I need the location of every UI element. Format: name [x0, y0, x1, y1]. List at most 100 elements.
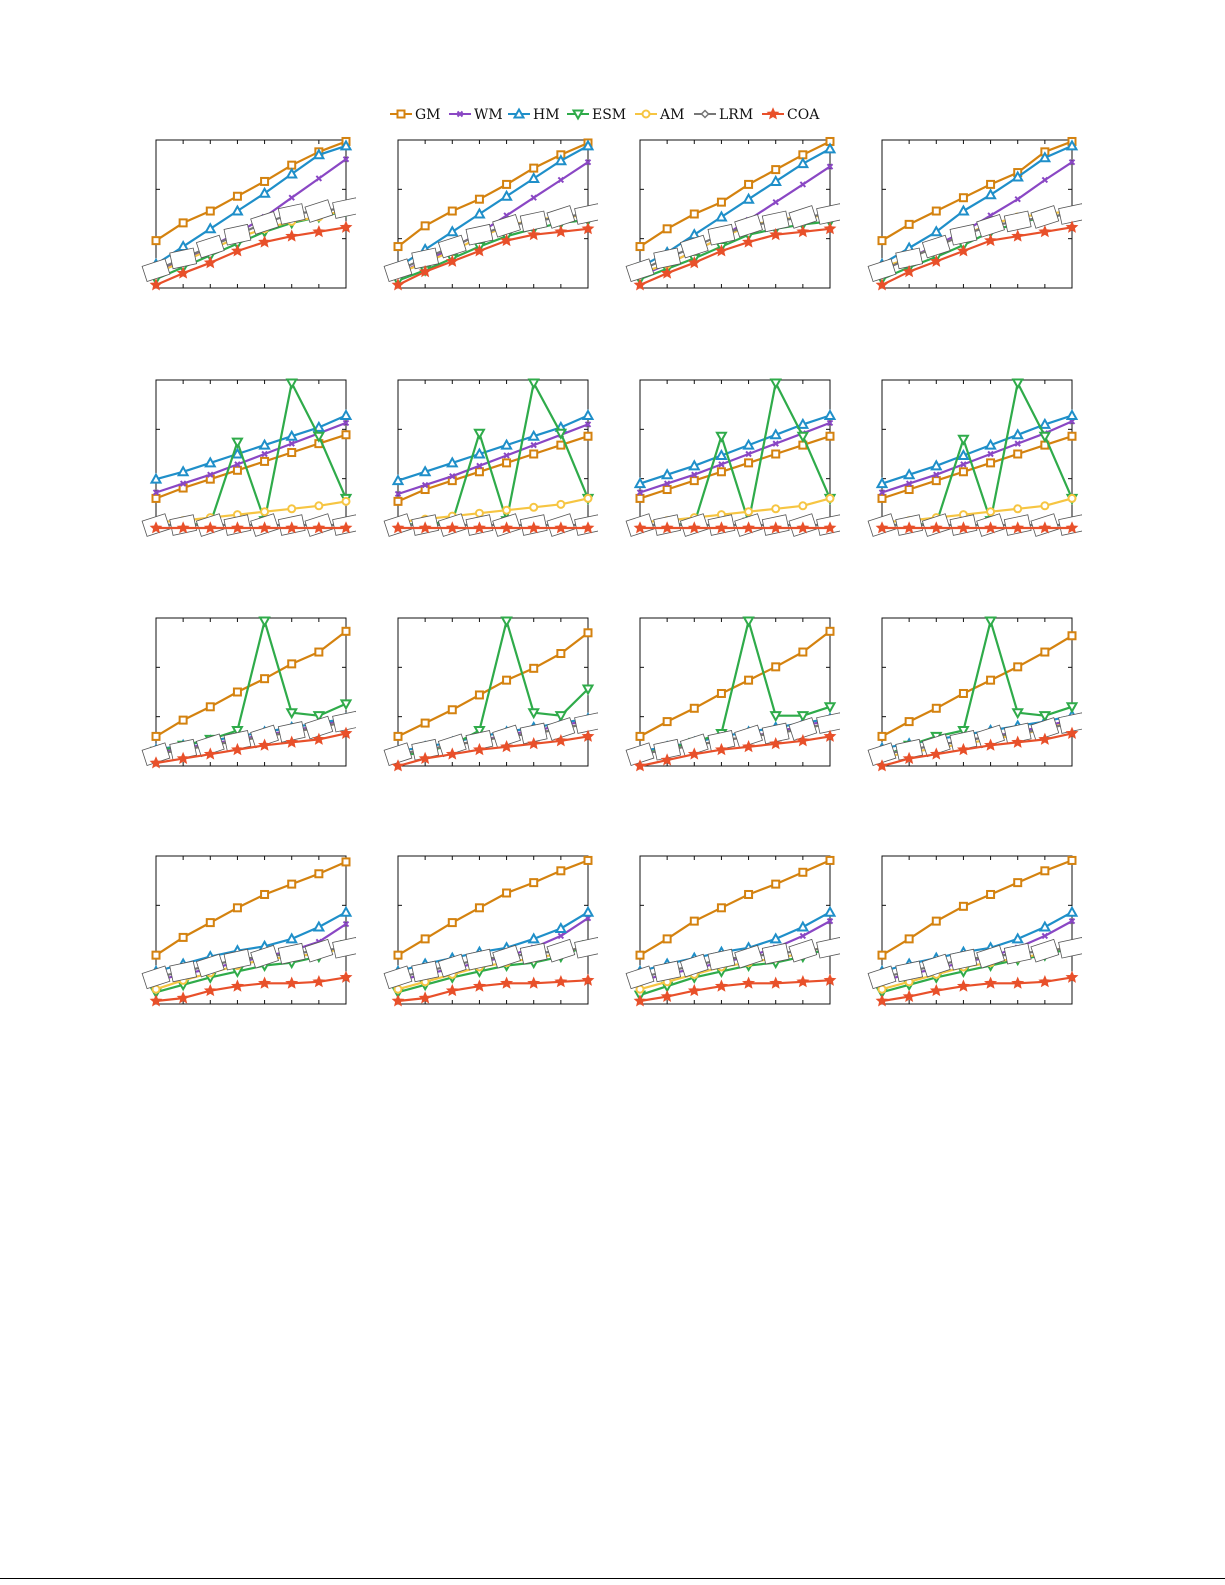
series-point-esm [1065, 702, 1079, 714]
series-coa [875, 220, 1079, 291]
series-point-gm [151, 236, 161, 246]
series-point-wm [663, 480, 671, 487]
series-lrm [383, 712, 602, 766]
series-point-esm [312, 711, 326, 723]
plot-frame [881, 617, 1073, 767]
series-point-lrm [519, 942, 548, 965]
series-point-gm [958, 467, 968, 477]
series-point-esm [554, 428, 568, 440]
chart-panel-3 [624, 130, 844, 306]
series-gm [877, 136, 1077, 246]
series-point-am [1040, 501, 1050, 511]
series-point-gm [986, 889, 996, 899]
series-point-hm [1011, 932, 1024, 944]
series-point-coa [929, 747, 943, 760]
series-point-hm [581, 139, 595, 151]
series-point-coa [687, 983, 701, 997]
series-point-gm [1067, 631, 1077, 641]
series-gm [635, 136, 835, 252]
series-point-coa [339, 521, 353, 534]
series-point-esm [769, 711, 782, 723]
series-point-hm [527, 429, 540, 441]
series-point-wm [718, 461, 725, 468]
series-point-lrm [788, 205, 818, 229]
series-point-gm [958, 688, 968, 698]
series-point-lrm [1058, 712, 1086, 734]
series-point-gm [798, 647, 808, 657]
series-point-wm [557, 932, 565, 940]
series-point-lrm [141, 965, 171, 990]
series-point-wm [152, 489, 160, 496]
series-point-coa [418, 521, 432, 534]
series-point-gm [232, 687, 242, 697]
series-point-esm [957, 434, 970, 446]
series-point-hm [231, 447, 244, 459]
series-lrm [625, 712, 844, 766]
series-point-coa [714, 742, 728, 756]
series-point-coa [660, 753, 674, 766]
series-point-coa [956, 979, 970, 992]
series-point-lrm [816, 936, 844, 959]
series-point-hm [258, 438, 271, 450]
series-point-wm [878, 489, 886, 496]
series-gm [151, 430, 351, 503]
series-lrm [867, 203, 1086, 283]
series-point-coa [984, 521, 998, 534]
series-point-hm [500, 189, 513, 201]
series-point-coa [554, 521, 568, 534]
series-point-lrm [332, 514, 360, 536]
legend-label-coa: COA [787, 107, 820, 123]
series-point-hm [258, 186, 271, 198]
legend-marker-hm [512, 107, 526, 119]
series-point-hm [715, 448, 728, 460]
series-line-wm [397, 423, 589, 496]
series-point-gm [771, 449, 781, 459]
series-coa [391, 521, 595, 534]
series-point-coa [742, 739, 756, 753]
series-gm [393, 855, 593, 960]
series-point-wm [1068, 158, 1076, 166]
series-point-esm [231, 725, 244, 738]
series-point-gm [1067, 855, 1077, 865]
series-point-wm [1041, 932, 1049, 940]
series-point-esm [742, 616, 755, 628]
series-gm [151, 626, 351, 741]
series-point-lrm [761, 942, 790, 965]
series-point-hm [285, 429, 298, 441]
series-point-coa [391, 278, 405, 291]
series-point-wm [342, 156, 350, 163]
chart-panel-svg-8 [867, 378, 1086, 537]
series-point-lrm [546, 938, 576, 963]
chart-panel-svg-3 [625, 136, 844, 291]
series-point-lrm [492, 944, 521, 969]
series-point-gm [232, 465, 242, 475]
series-coa [149, 726, 353, 769]
series-point-lrm [465, 948, 494, 971]
chart-panel-svg-6 [383, 378, 602, 537]
legend-marker-wm [456, 110, 464, 118]
series-point-gm [931, 206, 941, 216]
series-point-lrm [332, 197, 360, 219]
plot-frame [155, 617, 347, 767]
series-gm [635, 626, 835, 741]
series-coa [875, 521, 1079, 534]
series-point-lrm [867, 965, 897, 990]
series-point-wm [1068, 917, 1076, 925]
series-point-esm [1038, 431, 1052, 443]
series-point-lrm [625, 965, 655, 990]
chart-panel-svg-9 [141, 616, 360, 769]
series-point-wm [503, 452, 510, 459]
series-lrm [383, 513, 602, 537]
series-point-hm [285, 932, 298, 944]
series-point-gm [529, 449, 539, 459]
series-point-lrm [277, 203, 306, 225]
series-point-hm [446, 225, 459, 237]
series-point-gm [716, 903, 726, 913]
series-point-hm [796, 157, 810, 169]
series-point-hm [473, 447, 486, 459]
series-gm [151, 857, 351, 960]
series-point-gm [341, 430, 351, 440]
series-point-esm [1011, 708, 1024, 720]
series-point-gm [958, 901, 968, 911]
series-point-coa [1011, 521, 1025, 534]
